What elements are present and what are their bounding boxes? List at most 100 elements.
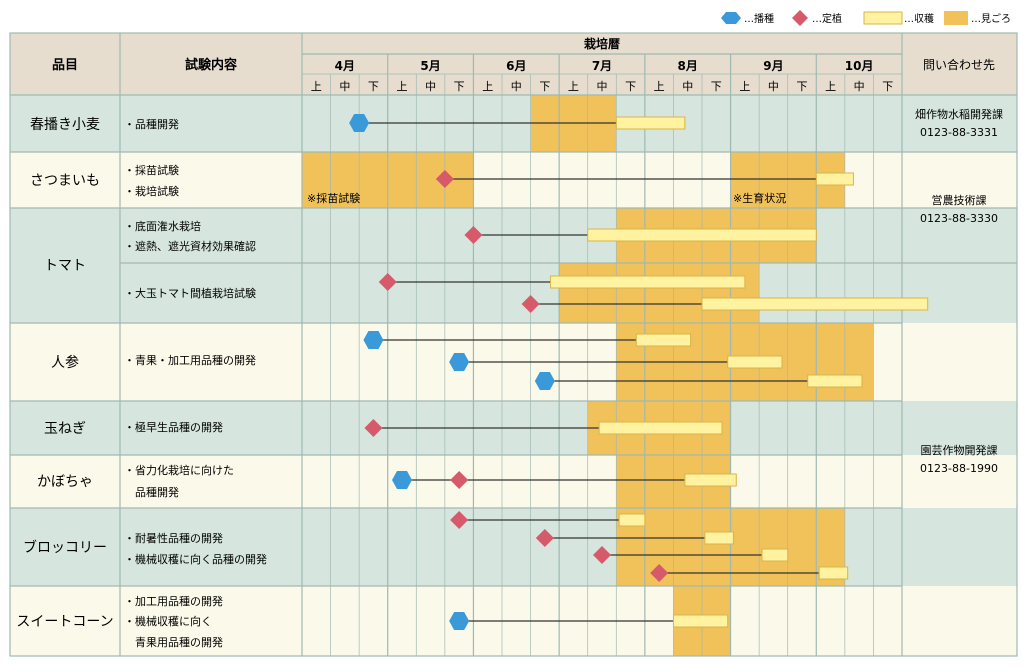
sow-marker-icon <box>449 353 470 371</box>
harvest-bar <box>618 513 646 527</box>
content-tomato-1: ・底面潅水栽培 <box>124 219 201 233</box>
trial-contents: ・品種開発 ・採苗試験 ・栽培試験 ・底面潅水栽培 ・遮熱、遮光資材効果確認 ・… <box>124 117 267 649</box>
contact-wheat-phone: 0123-88-3331 <box>920 126 998 139</box>
plant-marker-icon <box>521 295 540 313</box>
crop-name-sweetcorn: スイートコーン <box>16 614 113 630</box>
tracks <box>349 114 929 630</box>
harvest-bar <box>727 355 783 369</box>
plant-marker-icon <box>435 170 454 188</box>
month-label: 7月 <box>592 59 612 73</box>
legend-sow-icon <box>721 12 741 24</box>
track-13 <box>535 529 734 547</box>
period-label: 中 <box>597 80 608 93</box>
crop-name-sweetpotato: さつまいも <box>30 173 100 189</box>
legend-harvest-icon <box>863 11 903 25</box>
header-content: 試験内容 <box>185 57 237 73</box>
sow-marker-icon <box>349 114 370 132</box>
period-label: 中 <box>682 80 693 93</box>
harvest-bar <box>704 531 734 545</box>
period-label: 下 <box>711 80 722 93</box>
header-item: 品目 <box>52 58 78 73</box>
contacts: 畑作物水稲開発課 0123-88-3331 営農技術課 0123-88-3330… <box>915 107 1003 475</box>
plant-marker-icon <box>535 529 554 547</box>
content-tomato-2: ・遮熱、遮光資材効果確認 <box>124 239 256 253</box>
content-broccoli-1: ・耐暑性品種の開発 <box>124 531 223 545</box>
period-label: 中 <box>425 80 436 93</box>
crop-name-wheat: 春播き小麦 <box>30 117 100 133</box>
contact-horticulture-phone: 0123-88-1990 <box>920 462 998 475</box>
content-sweetpotato-2: ・栽培試験 <box>124 184 179 198</box>
harvest-bar <box>598 421 723 435</box>
table-header: 品目 試験内容 栽培暦 問い合わせ先 <box>52 36 995 73</box>
row-band-sweetpotato <box>10 152 1017 208</box>
content-pumpkin-2: 品種開発 <box>124 485 179 499</box>
month-label: 6月 <box>506 59 526 73</box>
period-label: 中 <box>511 80 522 93</box>
plant-marker-icon <box>378 273 397 291</box>
legend-sow-label: …播種 <box>744 12 774 25</box>
legend-season-label: …見ごろ <box>971 12 1011 25</box>
notes: ※採苗試験 ※生育状況 <box>307 191 786 205</box>
period-label: 上 <box>311 80 322 93</box>
period-label: 下 <box>882 80 893 93</box>
track-11 <box>450 471 469 489</box>
track-6 <box>363 331 692 349</box>
crop-name-carrot: 人参 <box>51 354 79 371</box>
track-10 <box>392 471 737 489</box>
plant-marker-icon <box>593 546 611 564</box>
note-saibyo: ※採苗試験 <box>307 191 360 205</box>
harvest-bar <box>761 548 789 562</box>
content-tomato-3: ・大玉トマト間植栽培試験 <box>124 286 256 300</box>
track-4 <box>378 273 746 291</box>
content-onion-1: ・極早生品種の開発 <box>124 420 223 434</box>
harvest-bar <box>615 116 686 130</box>
track-7 <box>449 353 783 371</box>
month-label: 4月 <box>335 59 355 73</box>
row-band-pumpkin <box>10 455 1017 508</box>
period-headers: 上中下上中下上中下上中下上中下上中下上中下 <box>311 80 893 93</box>
crop-name-pumpkin: かぼちゃ <box>37 474 93 490</box>
contact-horticulture-dept: 園芸作物開発課 <box>921 443 998 457</box>
period-label: 下 <box>454 80 465 93</box>
note-seiiku: ※生育状況 <box>733 191 786 205</box>
period-label: 上 <box>482 80 493 93</box>
period-label: 上 <box>654 80 665 93</box>
legend-plant-icon <box>792 10 808 26</box>
plant-marker-icon <box>450 471 469 489</box>
month-label: 10月 <box>845 59 874 73</box>
legend-harvest-label: …収穫 <box>904 13 934 25</box>
header-calendar: 栽培暦 <box>584 36 620 51</box>
contact-sweetpotato-phone: 0123-88-3330 <box>920 212 998 225</box>
period-label: 上 <box>739 80 750 93</box>
harvest-bar <box>635 333 692 347</box>
row-band-broccoli <box>10 508 1017 586</box>
track-3 <box>464 226 817 244</box>
track-1 <box>349 114 686 132</box>
period-label: 上 <box>568 80 579 93</box>
month-label: 9月 <box>763 59 783 73</box>
period-label: 中 <box>854 80 865 93</box>
period-label: 上 <box>397 80 408 93</box>
legend: …播種 …定植 …収穫 …見ごろ <box>721 10 1011 26</box>
content-carrot-1: ・青果・加工用品種の開発 <box>124 353 256 367</box>
track-8 <box>534 372 863 390</box>
period-label: 下 <box>368 80 379 93</box>
sow-marker-icon <box>392 471 412 489</box>
sow-marker-icon <box>534 372 555 390</box>
period-label: 上 <box>825 80 836 93</box>
header-background <box>10 33 1017 95</box>
period-label: 下 <box>797 80 808 93</box>
harvest-bar <box>672 614 729 628</box>
contact-sweetpotato-dept: 営農技術課 <box>932 193 987 207</box>
crop-names: 春播き小麦 さつまいも トマト 人参 玉ねぎ かぼちゃ ブロッコリー スイートコ… <box>16 117 113 630</box>
month-headers: 4月 5月 6月 7月 8月 9月 10月 <box>335 59 874 73</box>
table-lines <box>9 32 1018 657</box>
content-wheat-1: ・品種開発 <box>124 117 179 131</box>
sow-marker-icon <box>363 331 384 349</box>
content-sweetpotato-1: ・採苗試験 <box>124 163 179 177</box>
legend-season-icon <box>944 11 968 25</box>
plant-marker-icon <box>364 419 383 437</box>
legend-plant-label: …定植 <box>812 12 842 25</box>
harvest-bar <box>587 228 817 242</box>
